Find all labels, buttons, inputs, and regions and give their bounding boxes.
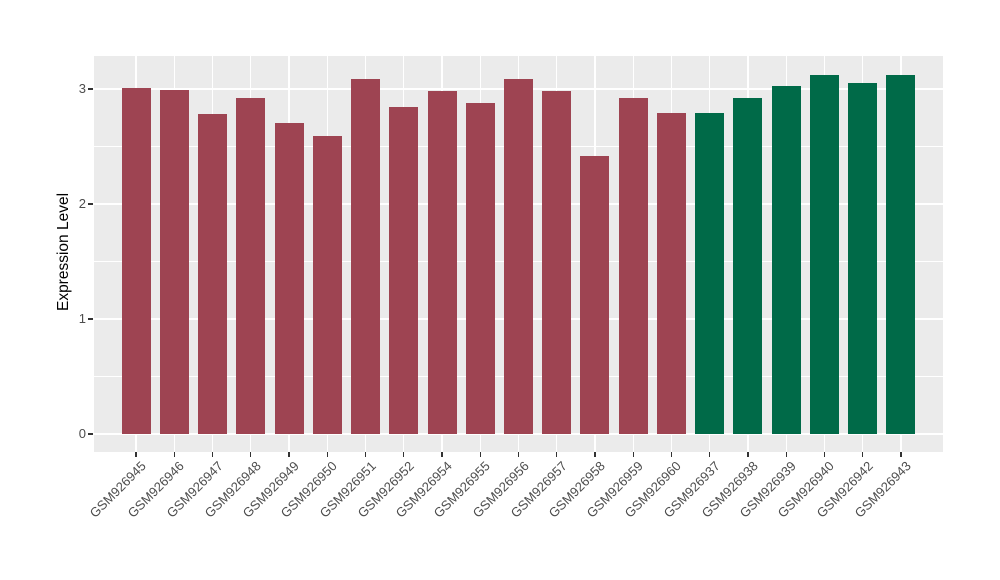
y-tick-mark (88, 203, 93, 205)
bar-GSM926948 (236, 98, 266, 434)
x-tick-mark (556, 452, 558, 457)
y-tick-label: 1 (78, 311, 86, 326)
y-tick-label: 3 (78, 81, 86, 96)
bar-GSM926960 (656, 113, 686, 434)
bar-GSM926958 (580, 156, 610, 434)
bar-GSM926943 (886, 75, 916, 434)
x-tick-mark (594, 452, 596, 457)
y-tick-label: 2 (78, 196, 86, 211)
x-tick-mark (479, 452, 481, 457)
bar-GSM926938 (733, 98, 763, 434)
y-tick-label: 0 (78, 426, 86, 441)
bar-GSM926937 (695, 113, 725, 434)
x-tick-mark (403, 452, 405, 457)
x-tick-mark (823, 452, 826, 457)
x-tick-mark (900, 452, 902, 457)
y-tick-mark (88, 318, 93, 320)
bar-GSM926955 (465, 103, 495, 434)
plot-panel (94, 56, 943, 452)
x-tick-mark (785, 452, 787, 457)
bar-GSM926947 (198, 114, 228, 434)
bar-GSM926949 (274, 123, 304, 434)
bar-GSM926950 (312, 136, 342, 434)
x-tick-mark (250, 452, 252, 457)
bar-GSM926945 (121, 88, 151, 434)
bar-GSM926942 (848, 83, 878, 434)
bar-GSM926957 (542, 91, 572, 434)
bar-GSM926940 (809, 75, 839, 434)
bar-GSM926939 (771, 86, 801, 434)
bar-GSM926959 (618, 98, 648, 434)
x-tick-mark (326, 452, 328, 457)
bar-GSM926951 (351, 79, 381, 434)
bar-GSM926956 (504, 79, 533, 434)
y-tick-mark (88, 433, 93, 435)
x-tick-mark (211, 452, 214, 457)
bar-GSM926952 (389, 107, 419, 434)
x-tick-mark (862, 452, 864, 457)
x-tick-mark (709, 452, 711, 457)
bar-GSM926954 (427, 91, 457, 434)
x-tick-mark (288, 452, 290, 457)
x-tick-mark (747, 452, 749, 457)
x-tick-mark (364, 452, 367, 457)
x-tick-mark (670, 452, 673, 457)
x-tick-mark (517, 452, 520, 457)
y-tick-mark (88, 88, 93, 90)
x-tick-mark (632, 452, 634, 457)
x-tick-mark (173, 452, 175, 457)
bar-GSM926946 (159, 90, 189, 434)
x-tick-mark (135, 452, 137, 457)
x-tick-mark (441, 452, 443, 457)
